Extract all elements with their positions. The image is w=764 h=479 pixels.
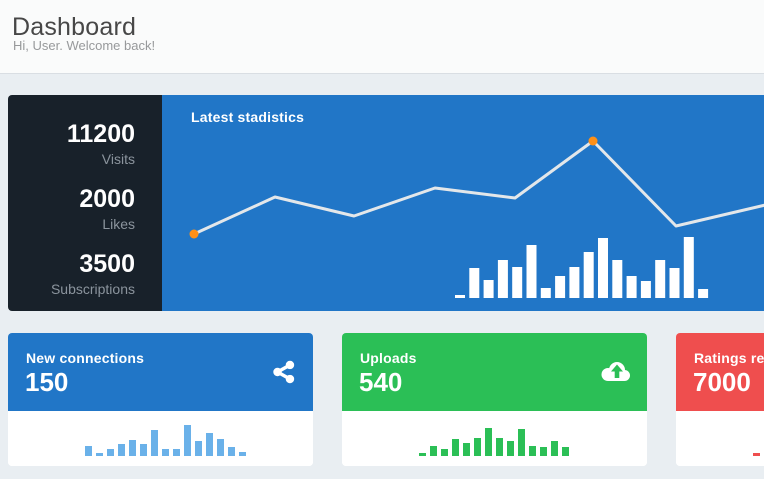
card-value: 540	[359, 367, 403, 397]
card-title: Uploads	[360, 350, 417, 366]
stat-label: Likes	[102, 216, 135, 232]
statistics-line-chart	[189, 136, 764, 239]
statistics-bar-chart	[455, 237, 709, 298]
page-header: Dashboard Hi, User. Welcome back!	[0, 0, 764, 74]
card-sparkline-area	[8, 411, 313, 466]
page-subtitle: Hi, User. Welcome back!	[13, 38, 156, 53]
panel-title: Latest stadistics	[191, 109, 305, 125]
connections-sparkline-chart	[85, 425, 246, 456]
card-new-connections[interactable]: New connections 150	[8, 333, 313, 466]
card-uploads[interactable]: Uploads 540	[342, 333, 647, 466]
statistics-section: 11200 Visits 2000 Likes 3500 Subscriptio…	[8, 95, 764, 311]
stat-label: Subscriptions	[50, 281, 135, 297]
summary-stats-panel: 11200 Visits 2000 Likes 3500 Subscriptio…	[8, 95, 162, 311]
stat-likes: 2000 Likes	[8, 184, 135, 236]
latest-statistics-panel: Latest stadistics	[162, 95, 764, 311]
stat-subscriptions: 3500 Subscriptions	[8, 249, 135, 301]
cloud-upload-icon	[601, 362, 630, 381]
card-sparkline-area	[676, 411, 764, 466]
stat-value: 3500	[79, 250, 135, 278]
share-icon	[273, 360, 295, 384]
card-value: 150	[25, 367, 69, 397]
card-ratings-received[interactable]: Ratings received 7000	[676, 333, 764, 466]
card-sparkline-area	[342, 411, 647, 466]
card-value: 7000	[693, 367, 751, 397]
card-title: Ratings received	[694, 350, 764, 366]
ratings-sparkline-chart	[753, 453, 760, 456]
stat-value: 2000	[79, 185, 135, 213]
uploads-sparkline-chart	[419, 428, 569, 456]
card-title: New connections	[26, 350, 145, 366]
stat-visits: 11200 Visits	[8, 119, 135, 171]
card-header: Ratings received 7000	[676, 333, 764, 411]
card-header: New connections 150	[8, 333, 313, 411]
stat-value: 11200	[66, 120, 135, 148]
card-header: Uploads 540	[342, 333, 647, 411]
stat-label: Visits	[101, 151, 135, 167]
page-title: Dashboard	[12, 13, 137, 41]
